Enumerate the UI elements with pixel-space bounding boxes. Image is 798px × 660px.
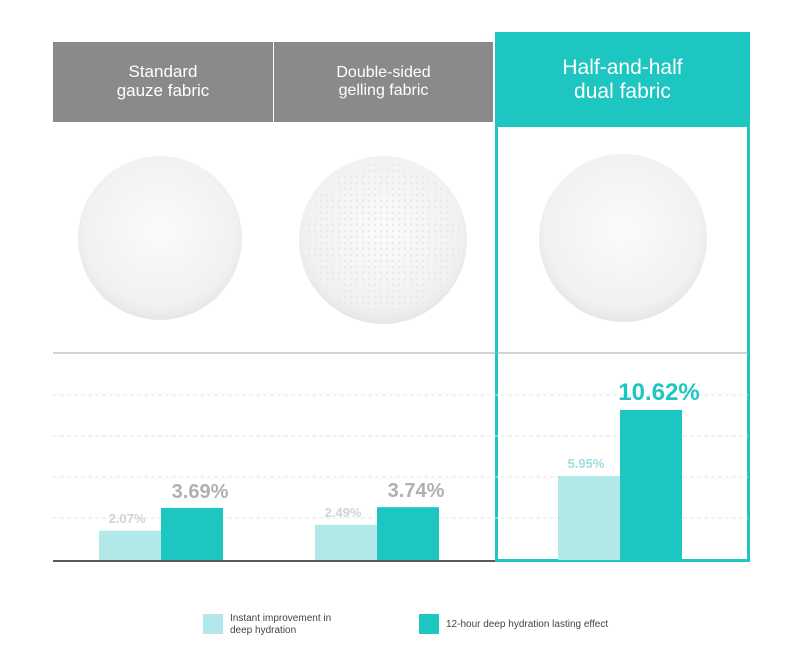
value-label: 2.49%	[325, 505, 362, 520]
header-cell: Standard gauze fabric	[53, 42, 273, 122]
legend-label: Instant improvement in deep hydration	[230, 613, 332, 636]
header-bg	[53, 42, 273, 122]
value-label: 5.95%	[568, 456, 605, 471]
bar	[558, 475, 620, 560]
bar	[99, 530, 161, 560]
legend-swatch	[419, 614, 439, 634]
bar	[620, 410, 682, 560]
value-label: 3.74%	[388, 480, 445, 502]
bar	[377, 507, 439, 560]
category-label: Double-sided gelling fabric	[336, 64, 431, 99]
fabric-disc	[539, 154, 707, 322]
header-bg	[274, 42, 493, 122]
bar	[161, 507, 223, 560]
legend-label: 12-hour deep hydration lasting effect	[446, 619, 609, 630]
legend-swatch	[203, 614, 223, 634]
header-cell: Half-and-half dual fabric	[495, 32, 750, 127]
header-bg	[495, 32, 750, 127]
highlight-box	[495, 32, 750, 562]
fabric-images	[78, 154, 707, 324]
category-label: Half-and-half dual fabric	[562, 56, 683, 103]
category-label: Standard gauze fabric	[116, 62, 210, 100]
value-label: 2.07%	[109, 511, 146, 526]
value-label: 3.69%	[172, 481, 229, 503]
bar	[315, 524, 377, 560]
value-label: 10.62%	[618, 379, 699, 406]
header-cell: Double-sided gelling fabric	[274, 42, 493, 122]
fabric-texture	[305, 162, 461, 318]
fabric-disc	[78, 156, 242, 320]
